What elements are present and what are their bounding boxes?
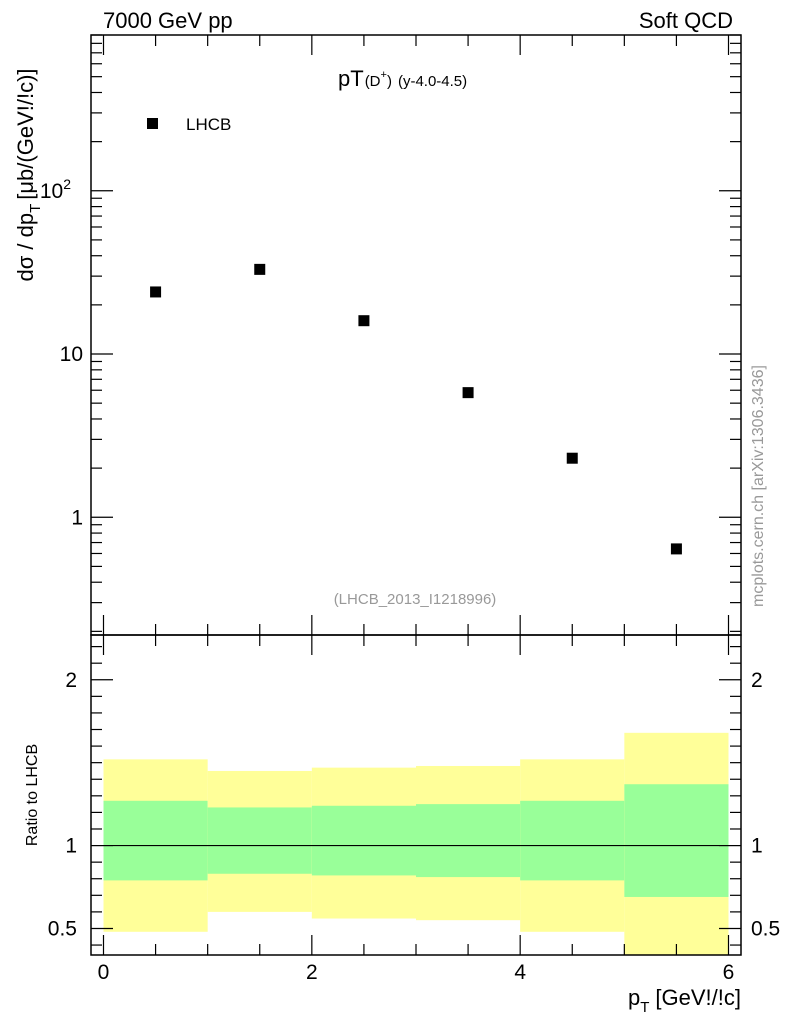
main-y-ticks: 1 10 102 bbox=[40, 34, 741, 635]
header-left: 7000 GeV pp bbox=[103, 8, 233, 33]
ratio-panel-frame bbox=[90, 634, 742, 956]
inner-band-bin bbox=[207, 807, 312, 874]
ratio-ticks: 0.5 0.5 1 1 2 2 0 2 4 6 bbox=[48, 635, 780, 984]
ratio-y-tick-label-right: 2 bbox=[751, 669, 763, 692]
inner-band-bin bbox=[520, 800, 625, 881]
main-title-close: ) bbox=[387, 73, 392, 90]
ratio-bands bbox=[91, 732, 741, 955]
x-tick-label: 0 bbox=[98, 961, 110, 984]
ratio-y-tick-label-right: 1 bbox=[751, 835, 763, 858]
ratio-y-axis-label: Ratio to LHCB bbox=[24, 744, 41, 846]
x-axis-label: pT [GeV!/!c] bbox=[628, 985, 741, 1016]
ratio-y-tick-label-left: 2 bbox=[65, 669, 77, 692]
data-point bbox=[462, 387, 474, 399]
header-right: Soft QCD bbox=[639, 8, 733, 33]
inner-band-bin bbox=[624, 784, 729, 897]
panel-frames bbox=[90, 34, 742, 956]
legend-marker bbox=[147, 118, 158, 129]
side-label: mcplots.cern.ch [arXiv:1306.3436] bbox=[750, 365, 767, 607]
x-tick-label: 2 bbox=[306, 961, 318, 984]
main-data-points bbox=[150, 263, 682, 555]
main-title-sup: + bbox=[381, 69, 387, 81]
x-tick-label: 4 bbox=[514, 961, 526, 984]
legend-label: LHCB bbox=[186, 115, 231, 134]
ratio-y-tick-label-left: 1 bbox=[65, 835, 77, 858]
inner-band-bin bbox=[311, 805, 416, 876]
inner-band-bin bbox=[103, 800, 208, 881]
data-point bbox=[150, 286, 162, 298]
main-y-label-sub: T bbox=[27, 204, 44, 213]
x-tick-label: 6 bbox=[723, 961, 735, 984]
x-label-sub: T bbox=[640, 999, 649, 1016]
main-y-label-unit: [μb/(GeV!/!c)] bbox=[13, 68, 38, 199]
inner-band-bin bbox=[416, 804, 521, 878]
main-y-tick-label: 102 bbox=[40, 176, 71, 203]
data-point bbox=[566, 452, 578, 464]
main-title-main: pT bbox=[338, 66, 364, 91]
analysis-watermark: (LHCB_2013_I1218996) bbox=[334, 591, 497, 608]
main-title-sub: (D bbox=[365, 73, 381, 90]
data-point bbox=[254, 263, 266, 275]
main-y-axis-label: dσ / dpT [μb/(GeV!/!c)] bbox=[13, 68, 44, 281]
main-title-range: (y-4.0-4.5) bbox=[398, 73, 467, 90]
main-y-tick-label: 1 bbox=[71, 506, 83, 529]
data-point bbox=[358, 315, 370, 327]
ratio-y-tick-label-right: 0.5 bbox=[751, 917, 780, 940]
legend: LHCB bbox=[147, 115, 231, 134]
main-y-label-text: dσ / dp bbox=[13, 213, 38, 282]
main-y-tick-label: 10 bbox=[60, 343, 83, 366]
x-label-unit: [GeV!/!c] bbox=[655, 985, 741, 1010]
data-point bbox=[670, 543, 682, 555]
main-y-tick-sup: 2 bbox=[63, 176, 71, 192]
ratio-y-tick-label-left: 0.5 bbox=[48, 917, 77, 940]
x-label-text: p bbox=[628, 985, 640, 1010]
main-title: pT(D+) (y-4.0-4.5) bbox=[338, 66, 467, 91]
